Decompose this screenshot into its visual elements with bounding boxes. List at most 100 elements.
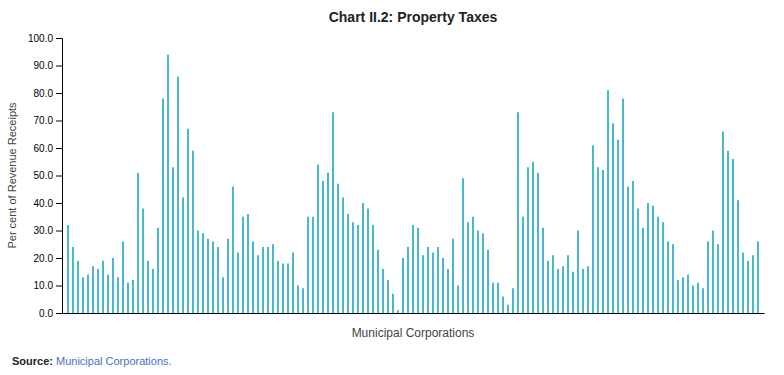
bar xyxy=(512,288,514,313)
bar xyxy=(172,167,174,313)
bar xyxy=(187,129,189,313)
bar xyxy=(122,242,124,314)
bar xyxy=(257,255,259,313)
bar xyxy=(482,233,484,313)
bar xyxy=(277,261,279,313)
bar xyxy=(167,55,169,314)
bar xyxy=(117,277,119,313)
bar xyxy=(462,178,464,313)
bar xyxy=(217,247,219,313)
y-tick: 30.0 xyxy=(34,225,62,236)
bar xyxy=(562,266,564,313)
bar xyxy=(397,310,399,313)
bar xyxy=(687,275,689,314)
bar xyxy=(147,261,149,313)
bar xyxy=(757,242,759,314)
y-tick-mark xyxy=(56,258,62,259)
bar xyxy=(157,228,159,313)
bar xyxy=(102,261,104,313)
bar xyxy=(107,275,109,314)
bar xyxy=(717,244,719,313)
bar xyxy=(702,288,704,313)
bar xyxy=(137,173,139,313)
bar xyxy=(312,217,314,313)
bar xyxy=(407,247,409,313)
y-tick-label: 100.0 xyxy=(28,33,53,44)
bar xyxy=(707,242,709,314)
bar xyxy=(737,200,739,313)
bar xyxy=(742,253,744,314)
bar xyxy=(552,255,554,313)
y-tick: 0.0 xyxy=(39,308,62,319)
bar xyxy=(752,255,754,313)
bar xyxy=(582,269,584,313)
bar xyxy=(442,258,444,313)
bar xyxy=(402,258,404,313)
bar xyxy=(602,170,604,313)
bar xyxy=(377,250,379,313)
bar xyxy=(112,258,114,313)
bar xyxy=(697,283,699,313)
bar xyxy=(267,247,269,313)
bar xyxy=(732,159,734,313)
y-tick-label: 80.0 xyxy=(34,88,54,99)
bar xyxy=(242,217,244,313)
bar xyxy=(457,286,459,314)
bars xyxy=(67,55,759,314)
bar xyxy=(132,280,134,313)
bar xyxy=(82,277,84,313)
x-axis-title: Municipal Corporations xyxy=(352,326,475,340)
bar xyxy=(592,145,594,313)
bar xyxy=(307,217,309,313)
bar xyxy=(222,277,224,313)
bar xyxy=(362,203,364,313)
bar xyxy=(477,231,479,314)
y-axis: 0.010.020.030.040.050.060.070.080.090.01… xyxy=(28,33,63,319)
bar xyxy=(292,253,294,314)
bar xyxy=(227,239,229,313)
bar xyxy=(662,222,664,313)
y-tick: 60.0 xyxy=(34,143,62,154)
bar xyxy=(437,247,439,313)
bar xyxy=(432,253,434,314)
y-tick: 40.0 xyxy=(34,198,62,209)
bar xyxy=(297,286,299,314)
bar xyxy=(182,198,184,314)
chart: 0.010.020.030.040.050.060.070.080.090.01… xyxy=(0,0,784,375)
bar xyxy=(747,261,749,313)
bar xyxy=(587,266,589,313)
bar xyxy=(487,250,489,313)
bar xyxy=(537,173,539,313)
bar xyxy=(77,261,79,313)
bar xyxy=(627,187,629,314)
bar xyxy=(497,283,499,313)
bar xyxy=(232,187,234,314)
y-tick-label: 40.0 xyxy=(34,198,54,209)
bar xyxy=(722,132,724,314)
bar xyxy=(712,231,714,314)
bar xyxy=(272,244,274,313)
bar xyxy=(197,231,199,314)
bar xyxy=(427,247,429,313)
bar xyxy=(212,242,214,314)
bar xyxy=(647,203,649,313)
bar xyxy=(357,225,359,313)
bar xyxy=(237,253,239,314)
y-tick: 20.0 xyxy=(34,253,62,264)
y-tick-label: 0.0 xyxy=(39,308,53,319)
bar xyxy=(727,151,729,313)
bar xyxy=(332,112,334,313)
bar xyxy=(527,167,529,313)
bar xyxy=(522,217,524,313)
bar xyxy=(302,288,304,313)
bar xyxy=(652,206,654,313)
bar xyxy=(317,165,319,314)
y-tick: 80.0 xyxy=(34,88,62,99)
bar xyxy=(152,269,154,313)
bar xyxy=(472,217,474,313)
bar xyxy=(632,181,634,313)
y-tick-label: 20.0 xyxy=(34,253,54,264)
bar xyxy=(412,225,414,313)
bar xyxy=(347,214,349,313)
bar xyxy=(262,247,264,313)
